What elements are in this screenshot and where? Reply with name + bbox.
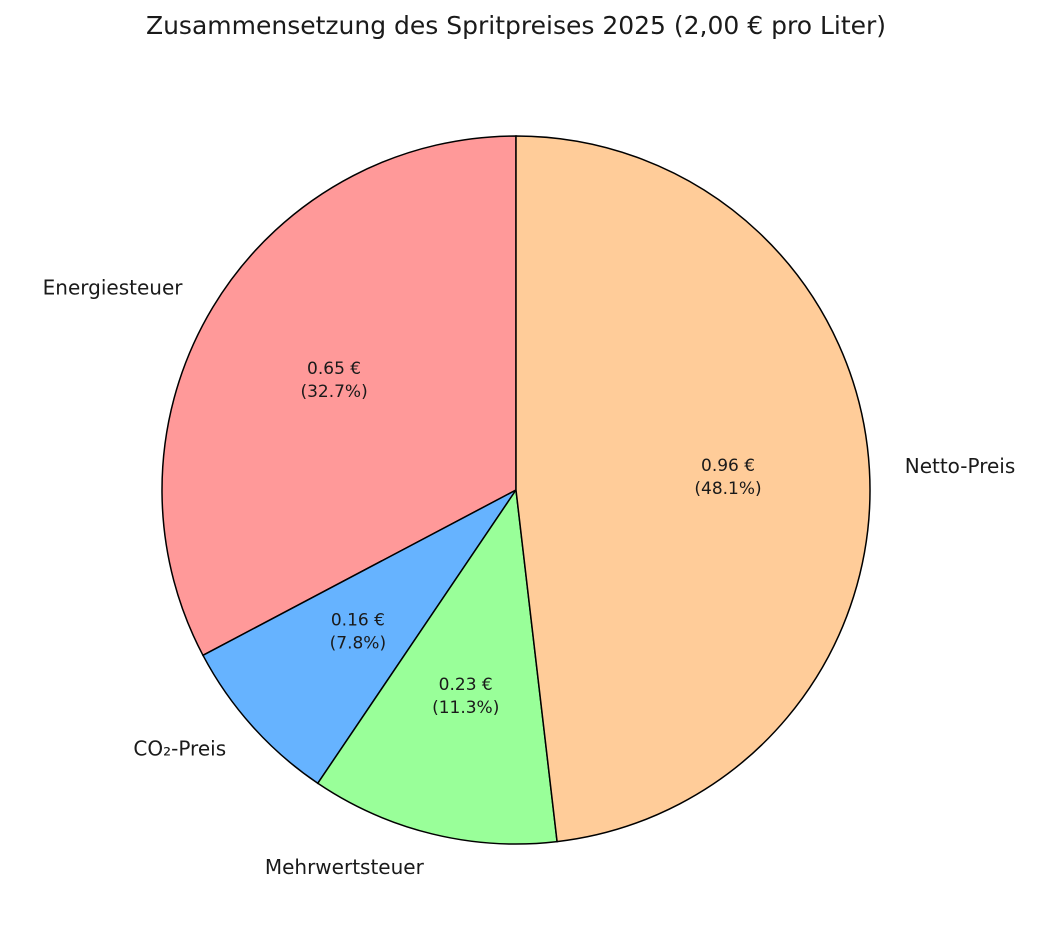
slice-label: Energiesteuer [43, 275, 184, 299]
slice-label: Mehrwertsteuer [265, 855, 425, 879]
value-label-line: 0.23 € [439, 675, 493, 695]
chart-title: Zusammensetzung des Spritpreises 2025 (2… [146, 11, 886, 40]
pie-slice [515, 135, 871, 843]
value-label-line: (48.1%) [694, 479, 761, 499]
value-label: 0.96 € (48.1%) [694, 456, 761, 499]
value-label-line: 0.96 € [701, 456, 755, 476]
value-label-line: (11.3%) [432, 698, 499, 718]
pie-slice [161, 135, 517, 657]
value-label-line: 0.65 € [307, 359, 361, 379]
value-label: 0.65 € (32.7%) [300, 359, 367, 402]
slice-label: Netto-Preis [905, 454, 1016, 478]
value-label: 0.23 € (11.3%) [432, 675, 499, 718]
pie-slice [316, 487, 558, 845]
value-label-line: (7.8%) [330, 633, 386, 653]
value-label-line: 0.16 € [331, 610, 385, 630]
value-label: 0.16 € (7.8%) [330, 610, 386, 653]
slice-label: CO₂-Preis [133, 737, 226, 761]
value-label-line: (32.7%) [300, 382, 367, 402]
pie-slice [201, 489, 517, 785]
